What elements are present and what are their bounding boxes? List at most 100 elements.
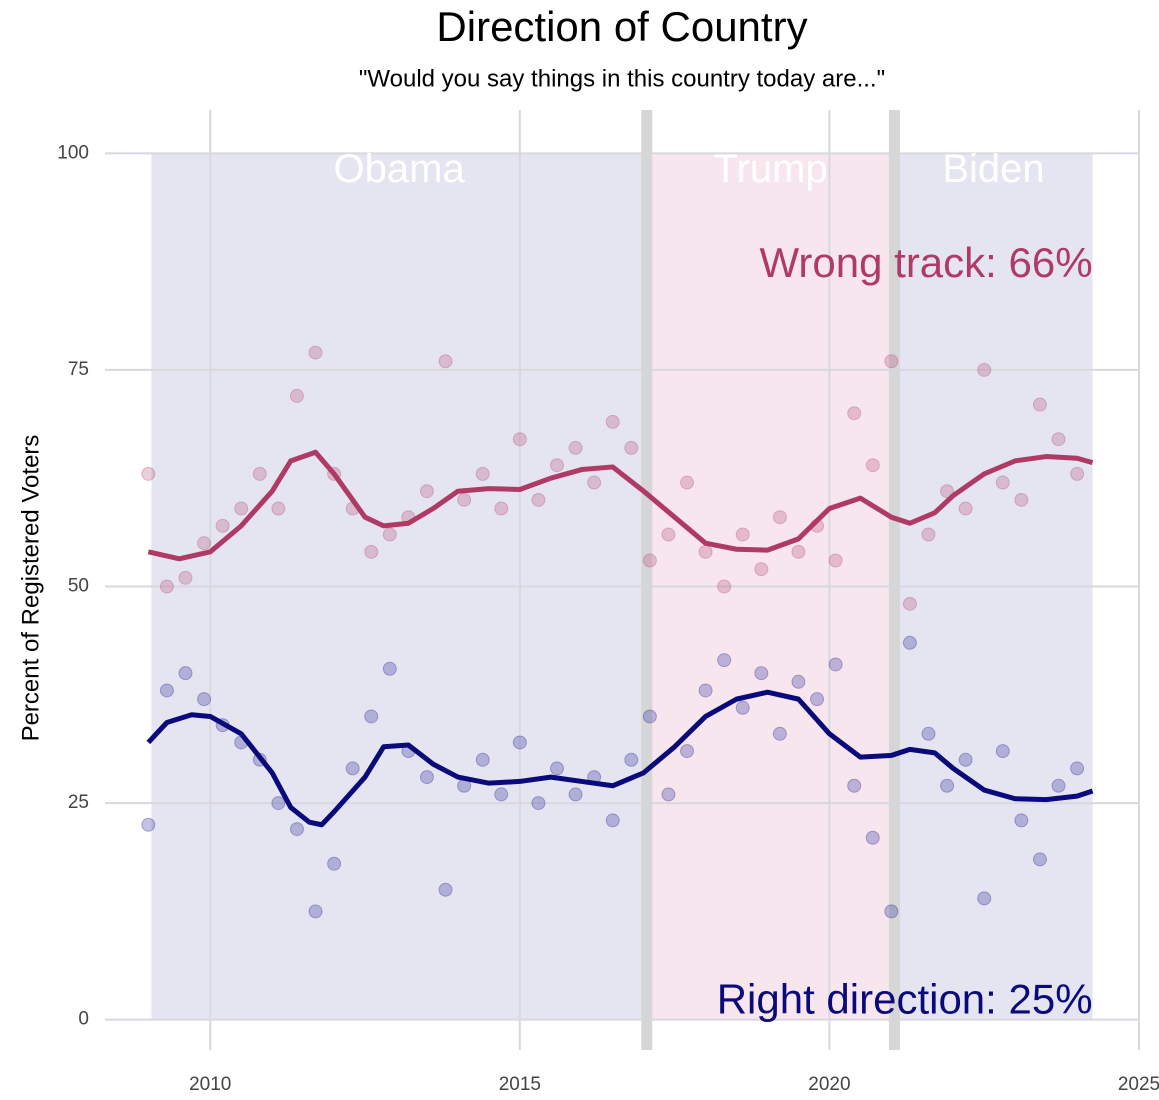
chart-subtitle: "Would you say things in this country to… xyxy=(359,65,885,92)
point xyxy=(828,553,843,568)
point xyxy=(680,475,695,490)
point xyxy=(494,501,509,516)
point xyxy=(977,891,992,906)
point xyxy=(364,709,379,724)
point xyxy=(921,527,936,542)
point xyxy=(958,752,973,767)
point xyxy=(921,726,936,741)
point xyxy=(735,527,750,542)
y-tick-label: 0 xyxy=(78,1009,89,1030)
point xyxy=(197,692,212,707)
smooth-line xyxy=(147,449,1094,562)
point xyxy=(159,683,174,698)
point xyxy=(1032,397,1047,412)
point xyxy=(308,345,323,360)
y-tick-label: 25 xyxy=(68,792,89,813)
y-tick-label: 75 xyxy=(68,359,89,380)
point xyxy=(717,579,732,594)
point xyxy=(772,726,787,741)
point xyxy=(884,904,899,919)
point xyxy=(884,354,899,369)
point xyxy=(624,440,639,455)
point xyxy=(605,813,620,828)
point xyxy=(419,484,434,499)
point xyxy=(847,778,862,793)
point xyxy=(141,466,156,481)
point xyxy=(605,414,620,429)
point xyxy=(865,830,880,845)
point xyxy=(549,458,564,473)
point xyxy=(661,787,676,802)
point xyxy=(828,657,843,672)
point xyxy=(159,579,174,594)
point xyxy=(847,406,862,421)
point xyxy=(382,527,397,542)
point xyxy=(754,666,769,681)
point xyxy=(680,744,695,759)
point xyxy=(531,492,546,507)
point xyxy=(1051,778,1066,793)
point xyxy=(735,700,750,715)
point xyxy=(940,484,955,499)
smooth-line xyxy=(146,689,1094,828)
point xyxy=(1014,492,1029,507)
point xyxy=(289,822,304,837)
point xyxy=(958,501,973,516)
point xyxy=(642,553,657,568)
point xyxy=(568,787,583,802)
annotation: Right direction: 25% xyxy=(717,975,1093,1022)
point xyxy=(754,562,769,577)
region-label: Biden xyxy=(942,147,1044,191)
point xyxy=(717,653,732,668)
x-tick-label: 2025 xyxy=(1118,1074,1159,1095)
point xyxy=(419,770,434,785)
point xyxy=(902,635,917,650)
point xyxy=(345,761,360,776)
point xyxy=(1032,852,1047,867)
point xyxy=(178,570,193,585)
annotation: Wrong track: 66% xyxy=(760,239,1093,286)
point xyxy=(494,787,509,802)
point xyxy=(995,475,1010,490)
point xyxy=(698,544,713,559)
point xyxy=(1051,432,1066,447)
point xyxy=(661,527,676,542)
point xyxy=(977,362,992,377)
point xyxy=(289,388,304,403)
x-tick-label: 2020 xyxy=(808,1074,850,1095)
point xyxy=(327,856,342,871)
region-label: Obama xyxy=(334,147,466,191)
point xyxy=(141,817,156,832)
y-axis-label: Percent of Registered Voters xyxy=(17,435,44,742)
point xyxy=(587,475,602,490)
point xyxy=(865,458,880,473)
point xyxy=(382,661,397,676)
region-label: Trump xyxy=(714,147,828,191)
point xyxy=(438,882,453,897)
point xyxy=(791,544,806,559)
point xyxy=(252,466,267,481)
point xyxy=(940,778,955,793)
point xyxy=(438,354,453,369)
point xyxy=(512,432,527,447)
point xyxy=(549,761,564,776)
point xyxy=(1070,466,1085,481)
point xyxy=(512,735,527,750)
point xyxy=(810,692,825,707)
point xyxy=(624,752,639,767)
point xyxy=(197,536,212,551)
point xyxy=(791,674,806,689)
point xyxy=(215,518,230,533)
point xyxy=(531,796,546,811)
point xyxy=(308,904,323,919)
point xyxy=(475,466,490,481)
point xyxy=(902,596,917,611)
point xyxy=(178,666,193,681)
point xyxy=(364,544,379,559)
x-tick-label: 2015 xyxy=(499,1074,541,1095)
point xyxy=(475,752,490,767)
point xyxy=(995,744,1010,759)
point xyxy=(1014,813,1029,828)
point xyxy=(642,709,657,724)
